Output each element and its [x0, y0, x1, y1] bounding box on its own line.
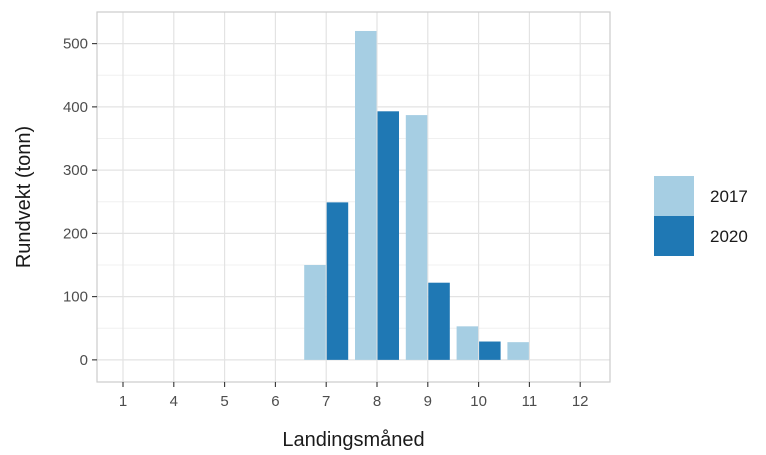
legend-key-2017 — [654, 176, 694, 216]
bar-2020-10 — [479, 341, 501, 360]
x-tick-label: 4 — [170, 393, 178, 410]
bar-2020-9 — [428, 282, 450, 360]
bar-2020-8 — [377, 111, 399, 360]
bar-2017-7 — [304, 264, 326, 360]
axes: 0 100 200 300 400 500 1 4 5 6 7 8 9 10 11 12 — [63, 36, 589, 410]
x-tick-label: 10 — [470, 393, 487, 410]
plot-panel-border — [96, 11, 611, 383]
grid — [97, 11, 610, 382]
y-tick-label: 0 — [80, 352, 88, 369]
y-tick-label: 200 — [63, 225, 88, 242]
x-tick-label: 12 — [572, 393, 589, 410]
x-tick-label: 11 — [522, 393, 538, 410]
bars — [304, 30, 529, 360]
legend-label-2017: 2017 — [710, 187, 748, 206]
bar-2017-11 — [507, 342, 529, 360]
y-tick-label: 100 — [63, 289, 88, 306]
y-axis-title: Rundvekt (tonn) — [13, 126, 35, 268]
legend: 2017 2020 — [654, 176, 748, 256]
x-tick-label: 5 — [220, 393, 228, 410]
bar-2020-7 — [326, 202, 349, 360]
legend-key-2020 — [654, 216, 694, 256]
plot-panel — [97, 12, 610, 382]
legend-label-2020: 2020 — [710, 227, 748, 246]
y-tick-label: 500 — [63, 36, 88, 53]
x-axis-title: Landingsmåned — [282, 429, 424, 451]
y-tick-label: 300 — [63, 162, 88, 179]
x-tick-label: 6 — [271, 393, 279, 410]
x-tick-label: 7 — [322, 393, 330, 410]
y-tick-label: 400 — [63, 99, 88, 116]
x-tick-label: 1 — [119, 393, 127, 410]
bar-2017-9 — [405, 115, 428, 360]
x-tick-label: 9 — [424, 393, 432, 410]
x-tick-label: 8 — [373, 393, 381, 410]
bar-2017-8 — [355, 30, 377, 360]
bar-2017-10 — [456, 326, 479, 360]
